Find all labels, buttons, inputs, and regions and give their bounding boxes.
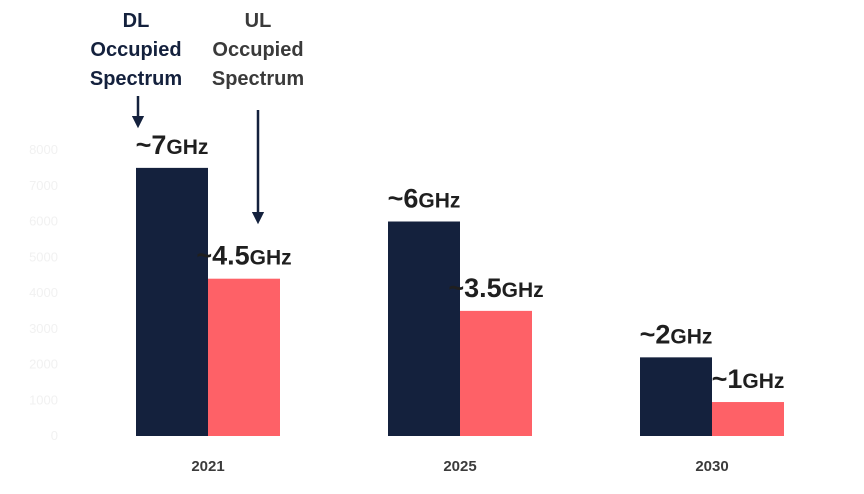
y-tick-label: 5000 bbox=[29, 249, 58, 264]
y-axis: 0 1000 2000 3000 4000 5000 6000 7000 8000 bbox=[29, 142, 58, 443]
x-tick-label: 2030 bbox=[695, 458, 728, 475]
annotation-line: Spectrum bbox=[90, 68, 182, 90]
x-tick-label: 2025 bbox=[443, 458, 476, 475]
series-annotations: DL Occupied Spectrum UL Occupied Spectrum bbox=[90, 10, 304, 225]
dl-bar-2021 bbox=[136, 167, 208, 436]
ul-series-annotation: UL Occupied Spectrum bbox=[212, 10, 304, 225]
annotation-line: UL bbox=[245, 10, 272, 32]
ul-value-label-2025: ~3.5GHz bbox=[448, 273, 543, 303]
annotation-line: DL bbox=[123, 10, 150, 32]
annotation-line: Occupied bbox=[90, 39, 181, 61]
y-tick-label: 8000 bbox=[29, 142, 58, 157]
y-tick-label: 7000 bbox=[29, 178, 58, 193]
x-axis: 2021 2025 2030 bbox=[191, 458, 728, 475]
ul-value-label-2030: ~1GHz bbox=[712, 364, 785, 394]
y-tick-label: 0 bbox=[51, 428, 58, 443]
ul-value-label-2021: ~4.5GHz bbox=[196, 241, 291, 271]
dl-bar-2030 bbox=[640, 357, 712, 436]
x-tick-label: 2021 bbox=[191, 458, 224, 475]
y-tick-label: 6000 bbox=[29, 214, 58, 229]
dl-value-label-2021: ~7GHz bbox=[136, 130, 209, 160]
y-tick-label: 4000 bbox=[29, 285, 58, 300]
y-tick-label: 3000 bbox=[29, 321, 58, 336]
dl-value-label-2030: ~2GHz bbox=[640, 319, 713, 349]
ul-bar-2021 bbox=[208, 278, 280, 436]
ul-bar-2025 bbox=[460, 310, 532, 436]
dl-series-annotation: DL Occupied Spectrum bbox=[90, 10, 182, 129]
value-labels: ~7GHz ~6GHz ~2GHz ~4.5GHz ~3.5GHz ~1GHz bbox=[136, 130, 785, 394]
y-tick-label: 1000 bbox=[29, 392, 58, 407]
ul-bar-2030 bbox=[712, 402, 784, 436]
y-tick-label: 2000 bbox=[29, 357, 58, 372]
dl-value-label-2025: ~6GHz bbox=[388, 184, 461, 214]
dl-bar-2025 bbox=[388, 221, 460, 436]
annotation-line: Spectrum bbox=[212, 68, 304, 90]
annotation-line: Occupied bbox=[212, 39, 303, 61]
bars bbox=[136, 167, 784, 436]
